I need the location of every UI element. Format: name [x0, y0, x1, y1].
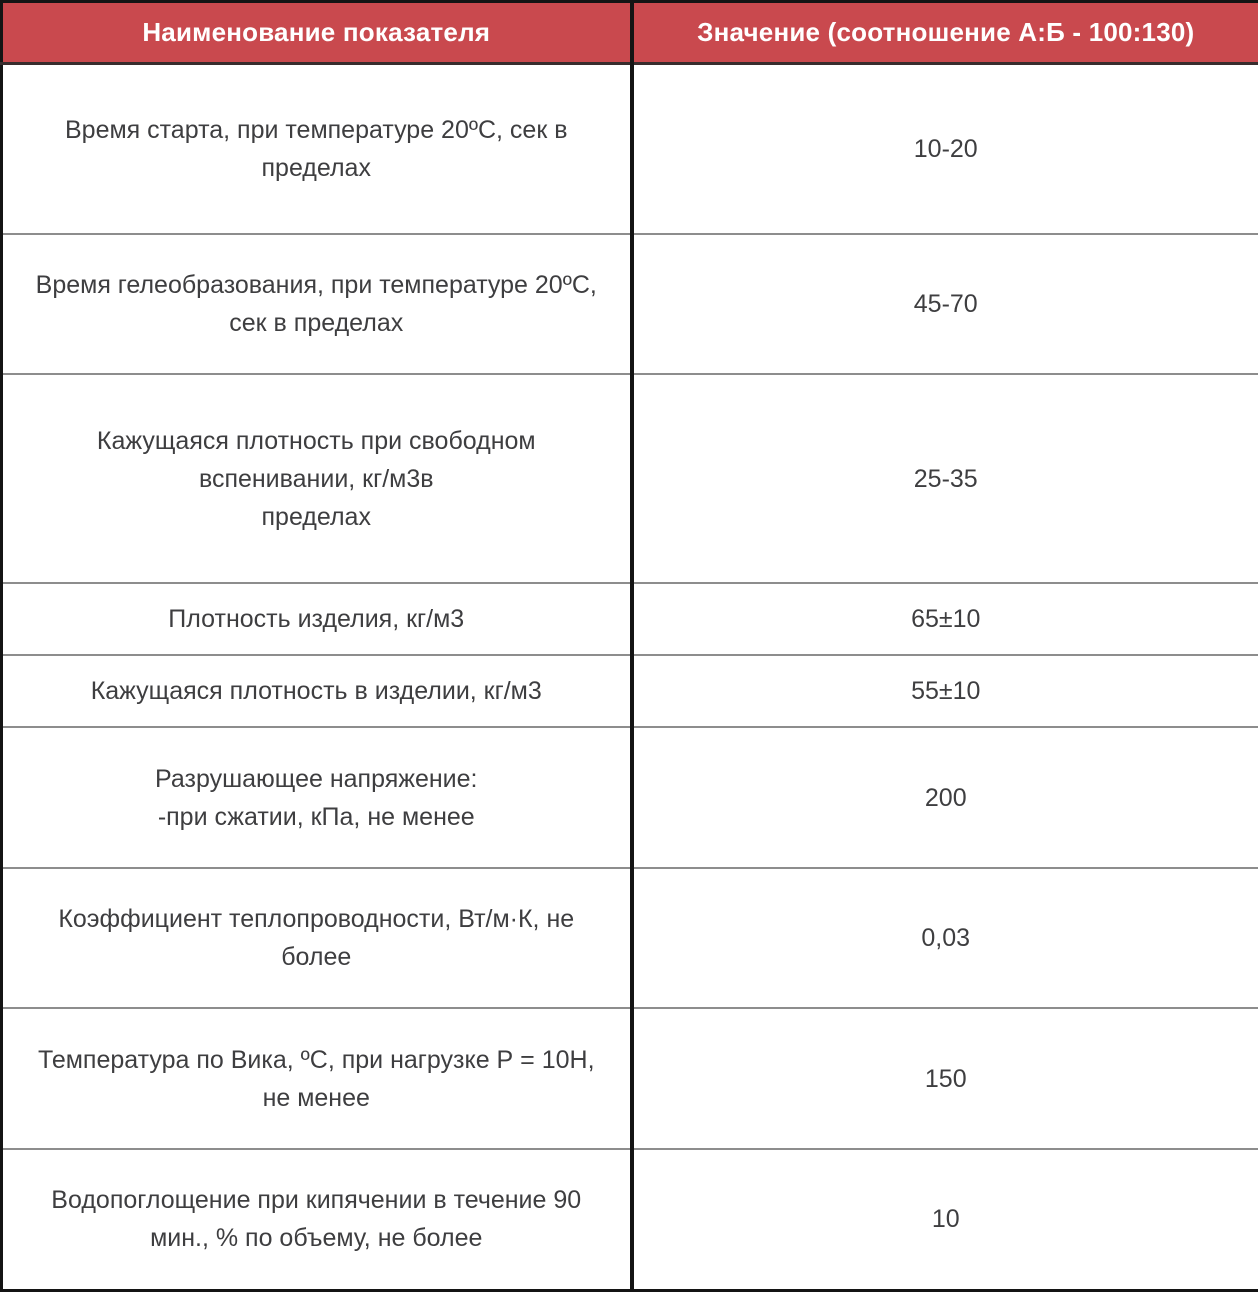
indicator-value: 10-20	[629, 63, 1258, 234]
header-row: Наименование показателя Значение (соотно…	[1, 1, 1258, 65]
indicator-value: 25-35	[629, 373, 1258, 584]
indicator-name: Кажущаяся плотность при свободном вспени…	[1, 373, 632, 584]
table-row: Время гелеобразования, при температуре 2…	[1, 232, 1258, 375]
indicator-name: Плотность изделия, кг/м3	[1, 582, 632, 656]
indicator-name: Время старта, при температуре 20ºС, сек …	[64, 115, 568, 182]
column-header-indicator: Наименование показателя	[1, 1, 632, 65]
table-row: Кажущаяся плотность при свободном вспени…	[1, 373, 1258, 584]
indicator-value: 200	[629, 726, 1258, 868]
indicator-value: 150	[629, 1007, 1258, 1149]
indicator-value: 65±10	[629, 582, 1258, 656]
indicator-name: Температура по Вика, ºС, при нагрузке Р …	[1, 1007, 632, 1149]
indicator-value: 10	[629, 1147, 1258, 1291]
table-row: Кажущаяся плотность в изделии, кг/м3 55±…	[1, 654, 1258, 728]
indicator-value: 0,03	[629, 866, 1258, 1009]
table-body: Время старта, при температуре 20ºС, сек …	[1, 63, 1258, 1291]
table-row: Коэффициент теплопроводности, Вт/м·К, не…	[1, 866, 1258, 1009]
table-row: Водопоглощение при кипячении в течение 9…	[1, 1147, 1258, 1291]
indicator-value: 55±10	[629, 654, 1258, 728]
table-row: Плотность изделия, кг/м3 65±10	[1, 582, 1258, 656]
table-header: Наименование показателя Значение (соотно…	[1, 1, 1258, 65]
table-row: Разрушающее напряжение: -при сжатии, кПа…	[1, 726, 1258, 868]
table-row: Температура по Вика, ºС, при нагрузке Р …	[1, 1007, 1258, 1149]
indicator-name: Кажущаяся плотность в изделии, кг/м3	[1, 654, 632, 728]
indicator-name: Время гелеобразования, при температуре 2…	[1, 232, 632, 375]
indicator-name: Разрушающее напряжение: -при сжатии, кПа…	[1, 726, 632, 868]
indicator-name: Коэффициент теплопроводности, Вт/м·К, не…	[1, 866, 632, 1009]
indicator-name: Водопоглощение при кипячении в течение 9…	[1, 1147, 632, 1291]
indicator-value: 45-70	[629, 232, 1258, 375]
table-row: Время старта, при температуре 20ºС, сек …	[2, 63, 1258, 234]
column-header-value: Значение (соотношение А:Б - 100:130)	[629, 1, 1258, 65]
